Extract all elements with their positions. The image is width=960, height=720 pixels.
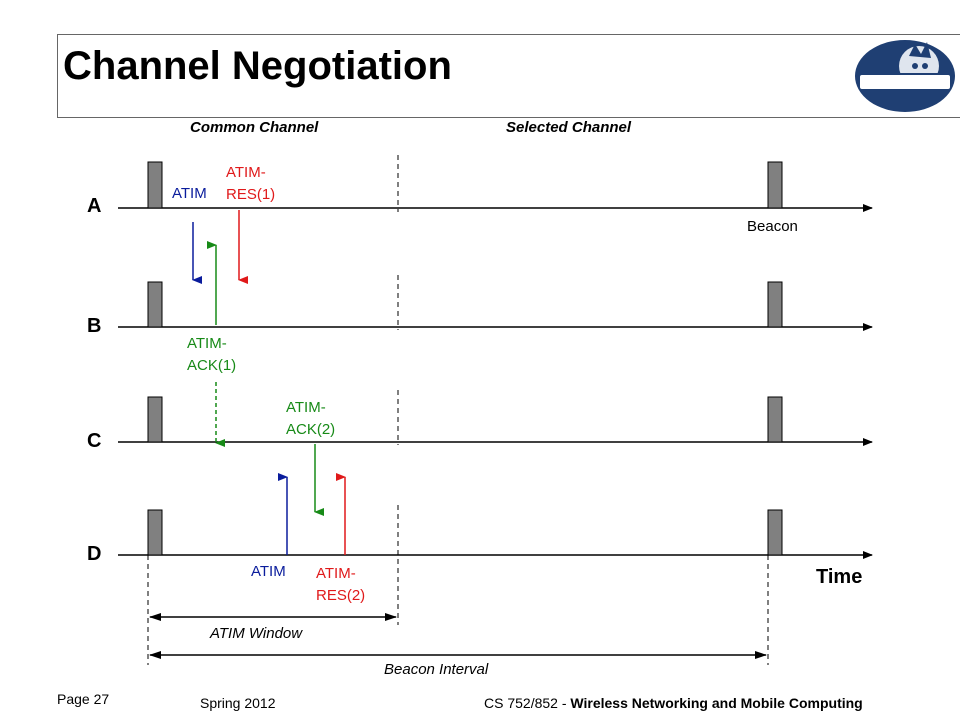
title-box — [57, 34, 960, 118]
beacon-block — [767, 509, 783, 556]
beacon-block — [147, 281, 163, 328]
footer-course-code: CS 752/852 - — [484, 695, 571, 711]
atim-label-a: ATIM — [172, 185, 207, 202]
footer-course-title: Wireless Networking and Mobile Computing — [570, 695, 863, 711]
row-label-b: B — [87, 315, 102, 337]
selected-channel-header: Selected Channel — [506, 119, 632, 136]
atim-res1-label: ATIM- RES(1) — [226, 164, 276, 203]
row-label-a: A — [87, 195, 102, 217]
beacon-block — [767, 161, 783, 209]
beacon-block — [767, 281, 783, 328]
atim-res2-label: ATIM- RES(2) — [316, 565, 366, 604]
footer-term: Spring 2012 — [200, 695, 276, 711]
beacon-block — [767, 396, 783, 443]
atim-ack2-label: ATIM- ACK(2) — [286, 399, 336, 438]
beacon-block — [147, 509, 163, 556]
footer-course: CS 752/852 - Wireless Networking and Mob… — [484, 695, 863, 711]
row-label-d: D — [87, 543, 102, 565]
beacon-block — [147, 396, 163, 443]
page-number: Page 27 — [57, 691, 110, 707]
beacon-block — [147, 161, 163, 209]
common-channel-header: Common Channel — [190, 119, 319, 136]
slide-title: Channel Negotiation — [63, 44, 452, 88]
beacon-label: Beacon — [747, 218, 798, 235]
university-logo — [855, 40, 955, 112]
atim-window-label: ATIM Window — [210, 625, 303, 642]
row-label-c: C — [87, 430, 102, 452]
atim-ack1-label: ATIM- ACK(1) — [187, 335, 237, 374]
time-label: Time — [816, 566, 863, 588]
atim-label-d: ATIM — [251, 563, 286, 580]
beacon-interval-label: Beacon Interval — [384, 661, 489, 678]
